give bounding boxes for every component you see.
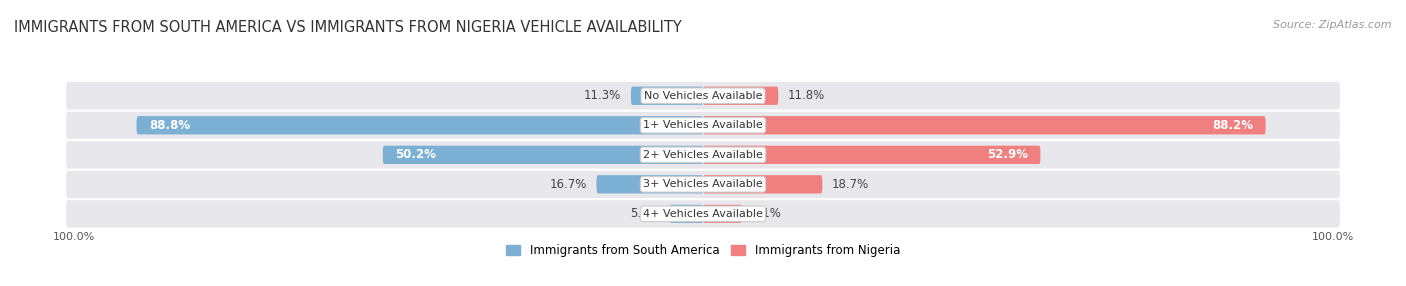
Text: 5.2%: 5.2% [630, 207, 661, 220]
FancyBboxPatch shape [65, 170, 1341, 199]
Text: 3+ Vehicles Available: 3+ Vehicles Available [643, 179, 763, 189]
Text: 100.0%: 100.0% [1312, 232, 1354, 242]
FancyBboxPatch shape [631, 87, 703, 105]
FancyBboxPatch shape [65, 81, 1341, 110]
Text: 6.1%: 6.1% [751, 207, 782, 220]
Text: 11.8%: 11.8% [787, 89, 825, 102]
Text: 18.7%: 18.7% [832, 178, 869, 191]
FancyBboxPatch shape [703, 205, 742, 223]
Text: 1+ Vehicles Available: 1+ Vehicles Available [643, 120, 763, 130]
Text: IMMIGRANTS FROM SOUTH AMERICA VS IMMIGRANTS FROM NIGERIA VEHICLE AVAILABILITY: IMMIGRANTS FROM SOUTH AMERICA VS IMMIGRA… [14, 20, 682, 35]
FancyBboxPatch shape [703, 175, 823, 194]
Text: 100.0%: 100.0% [52, 232, 94, 242]
FancyBboxPatch shape [65, 199, 1341, 229]
FancyBboxPatch shape [703, 146, 1040, 164]
Text: 2+ Vehicles Available: 2+ Vehicles Available [643, 150, 763, 160]
Text: 88.8%: 88.8% [149, 119, 190, 132]
Text: 4+ Vehicles Available: 4+ Vehicles Available [643, 209, 763, 219]
Text: 88.2%: 88.2% [1212, 119, 1253, 132]
FancyBboxPatch shape [669, 205, 703, 223]
FancyBboxPatch shape [703, 87, 779, 105]
FancyBboxPatch shape [136, 116, 703, 134]
FancyBboxPatch shape [382, 146, 703, 164]
Text: Source: ZipAtlas.com: Source: ZipAtlas.com [1274, 20, 1392, 30]
Text: 52.9%: 52.9% [987, 148, 1028, 161]
Text: 11.3%: 11.3% [583, 89, 621, 102]
FancyBboxPatch shape [596, 175, 703, 194]
Text: 16.7%: 16.7% [550, 178, 586, 191]
Text: 50.2%: 50.2% [395, 148, 436, 161]
FancyBboxPatch shape [703, 116, 1265, 134]
FancyBboxPatch shape [65, 110, 1341, 140]
Legend: Immigrants from South America, Immigrants from Nigeria: Immigrants from South America, Immigrant… [502, 239, 904, 262]
Text: No Vehicles Available: No Vehicles Available [644, 91, 762, 101]
FancyBboxPatch shape [65, 140, 1341, 170]
